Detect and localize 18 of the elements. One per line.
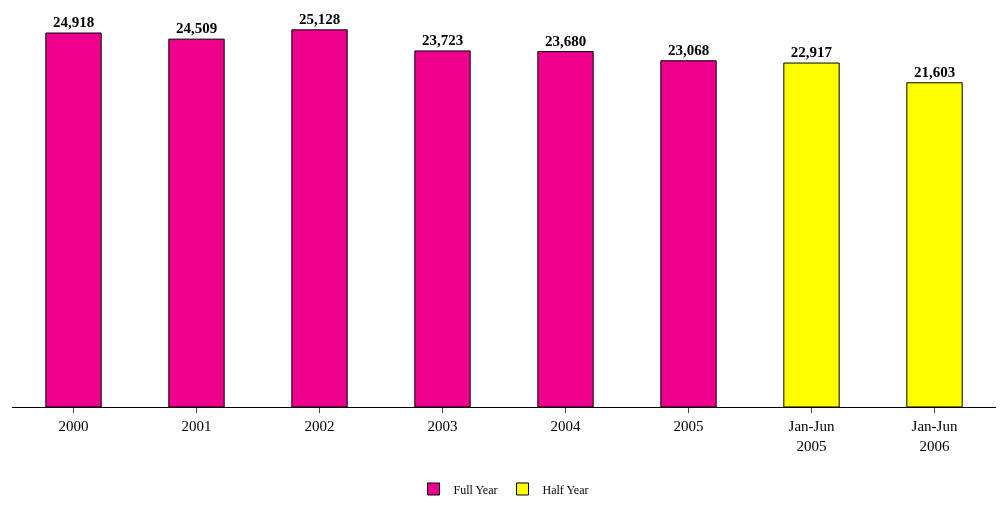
data-label: 25,128 (298, 10, 341, 27)
x-tick-label: 2002 (304, 418, 335, 434)
x-tick-label: 2005 (673, 418, 704, 434)
data-label: 24,918 (52, 14, 95, 30)
data-label: 21,603 (913, 63, 956, 80)
x-tick-label: Jan-Jun 2005 (788, 418, 835, 454)
x-tick-label: 2004 (550, 418, 581, 434)
legend-label: Full Year (453, 482, 498, 497)
x-tick-label: Jan-Jun 2006 (911, 418, 958, 454)
data-label: 22,917 (790, 44, 833, 61)
data-label: 23,680 (544, 32, 587, 49)
data-label: 24,509 (175, 20, 218, 37)
x-tick-label: 2001 (181, 418, 212, 434)
data-label: 23,068 (667, 41, 710, 58)
legend-label: Half Year (542, 482, 589, 497)
x-tick-label: 2003 (427, 418, 458, 434)
x-tick-label: 2000 (58, 418, 89, 434)
data-label: 23,723 (421, 31, 464, 48)
